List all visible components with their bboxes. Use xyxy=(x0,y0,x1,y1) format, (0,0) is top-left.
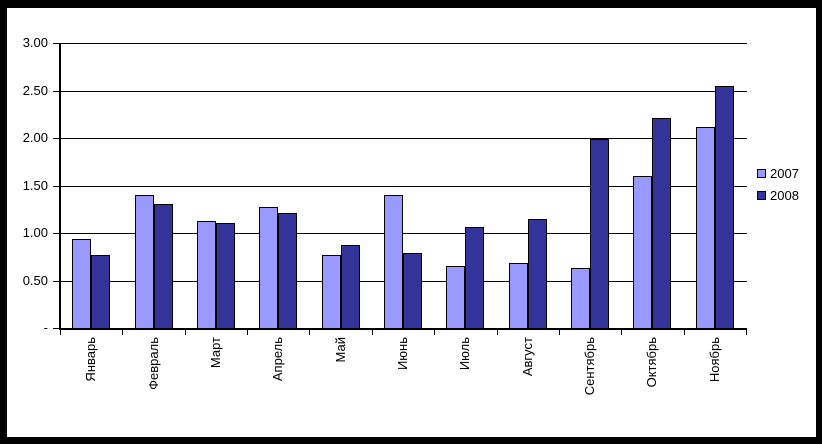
x-axis-tick xyxy=(434,330,435,335)
bar-2007 xyxy=(72,239,91,329)
y-axis-tick xyxy=(53,91,59,92)
legend-item: 2008 xyxy=(757,184,799,206)
x-axis-tick xyxy=(559,330,560,335)
legend-swatch-2008 xyxy=(757,190,766,200)
x-axis-label: Февраль xyxy=(146,337,161,390)
bar-2008 xyxy=(216,223,235,329)
bar-2007 xyxy=(633,176,652,329)
x-axis-tick xyxy=(621,330,622,335)
y-axis-label: 0.50 xyxy=(22,273,48,288)
bar-2007 xyxy=(197,221,216,329)
bar-2008 xyxy=(465,227,484,329)
legend-item: 2007 xyxy=(757,162,799,184)
x-axis-label: Август xyxy=(520,337,535,377)
y-axis-label: 1.50 xyxy=(22,178,48,193)
bar-2007 xyxy=(509,263,528,329)
y-axis-tick xyxy=(53,138,59,139)
y-axis-label: 2.00 xyxy=(22,130,48,145)
legend-label: 2007 xyxy=(770,165,799,181)
bar-2008 xyxy=(341,245,360,329)
x-axis-label: Сентябрь xyxy=(582,337,597,396)
y-axis-label: 3.00 xyxy=(22,35,48,50)
bar-2008 xyxy=(590,139,609,329)
y-axis-tick xyxy=(53,233,59,234)
bar-2007 xyxy=(571,268,590,329)
y-axis-tick xyxy=(53,328,59,329)
x-axis-label: Ноябрь xyxy=(707,337,722,383)
legend: 2007 2008 xyxy=(757,162,799,206)
x-axis-tick xyxy=(247,330,248,335)
bar-2007 xyxy=(135,195,154,329)
x-axis-tick xyxy=(497,330,498,335)
x-axis-tick xyxy=(185,330,186,335)
bar-2008 xyxy=(403,253,422,329)
gridline xyxy=(61,91,747,92)
x-axis-tick xyxy=(60,330,61,335)
x-axis-label: Апрель xyxy=(270,337,285,382)
plot-area xyxy=(59,43,747,330)
bar-2007 xyxy=(446,266,465,329)
gridline xyxy=(61,43,747,44)
bar-2008 xyxy=(154,204,173,329)
x-axis-label: Октябрь xyxy=(644,337,659,388)
bar-2008 xyxy=(652,118,671,329)
bar-2008 xyxy=(715,86,734,329)
x-axis-tick xyxy=(309,330,310,335)
x-axis-tick xyxy=(372,330,373,335)
y-axis-tick xyxy=(53,186,59,187)
bar-2008 xyxy=(528,219,547,329)
x-axis-label: Март xyxy=(208,337,223,369)
y-axis-tick xyxy=(53,43,59,44)
x-axis-label: Январь xyxy=(83,337,98,382)
bar-2007 xyxy=(384,195,403,329)
bar-2008 xyxy=(91,255,110,329)
legend-swatch-2007 xyxy=(757,168,766,178)
x-axis-label: Июнь xyxy=(395,337,410,371)
gridline xyxy=(61,186,747,187)
bar-2007 xyxy=(696,127,715,329)
gridline xyxy=(61,138,747,139)
y-axis-tick xyxy=(53,281,59,282)
x-axis-label: Июль xyxy=(457,337,472,371)
y-axis-label: - xyxy=(43,320,48,335)
x-axis-tick xyxy=(746,330,747,335)
legend-label: 2008 xyxy=(770,187,799,203)
y-axis-label: 1.00 xyxy=(22,225,48,240)
gridline xyxy=(61,233,747,234)
x-axis-tick xyxy=(684,330,685,335)
y-axis-label: 2.50 xyxy=(22,83,48,98)
bar-2007 xyxy=(259,207,278,329)
bar-2007 xyxy=(322,255,341,329)
x-axis-label: Май xyxy=(333,337,348,363)
x-axis-tick xyxy=(122,330,123,335)
bar-2008 xyxy=(278,213,297,329)
